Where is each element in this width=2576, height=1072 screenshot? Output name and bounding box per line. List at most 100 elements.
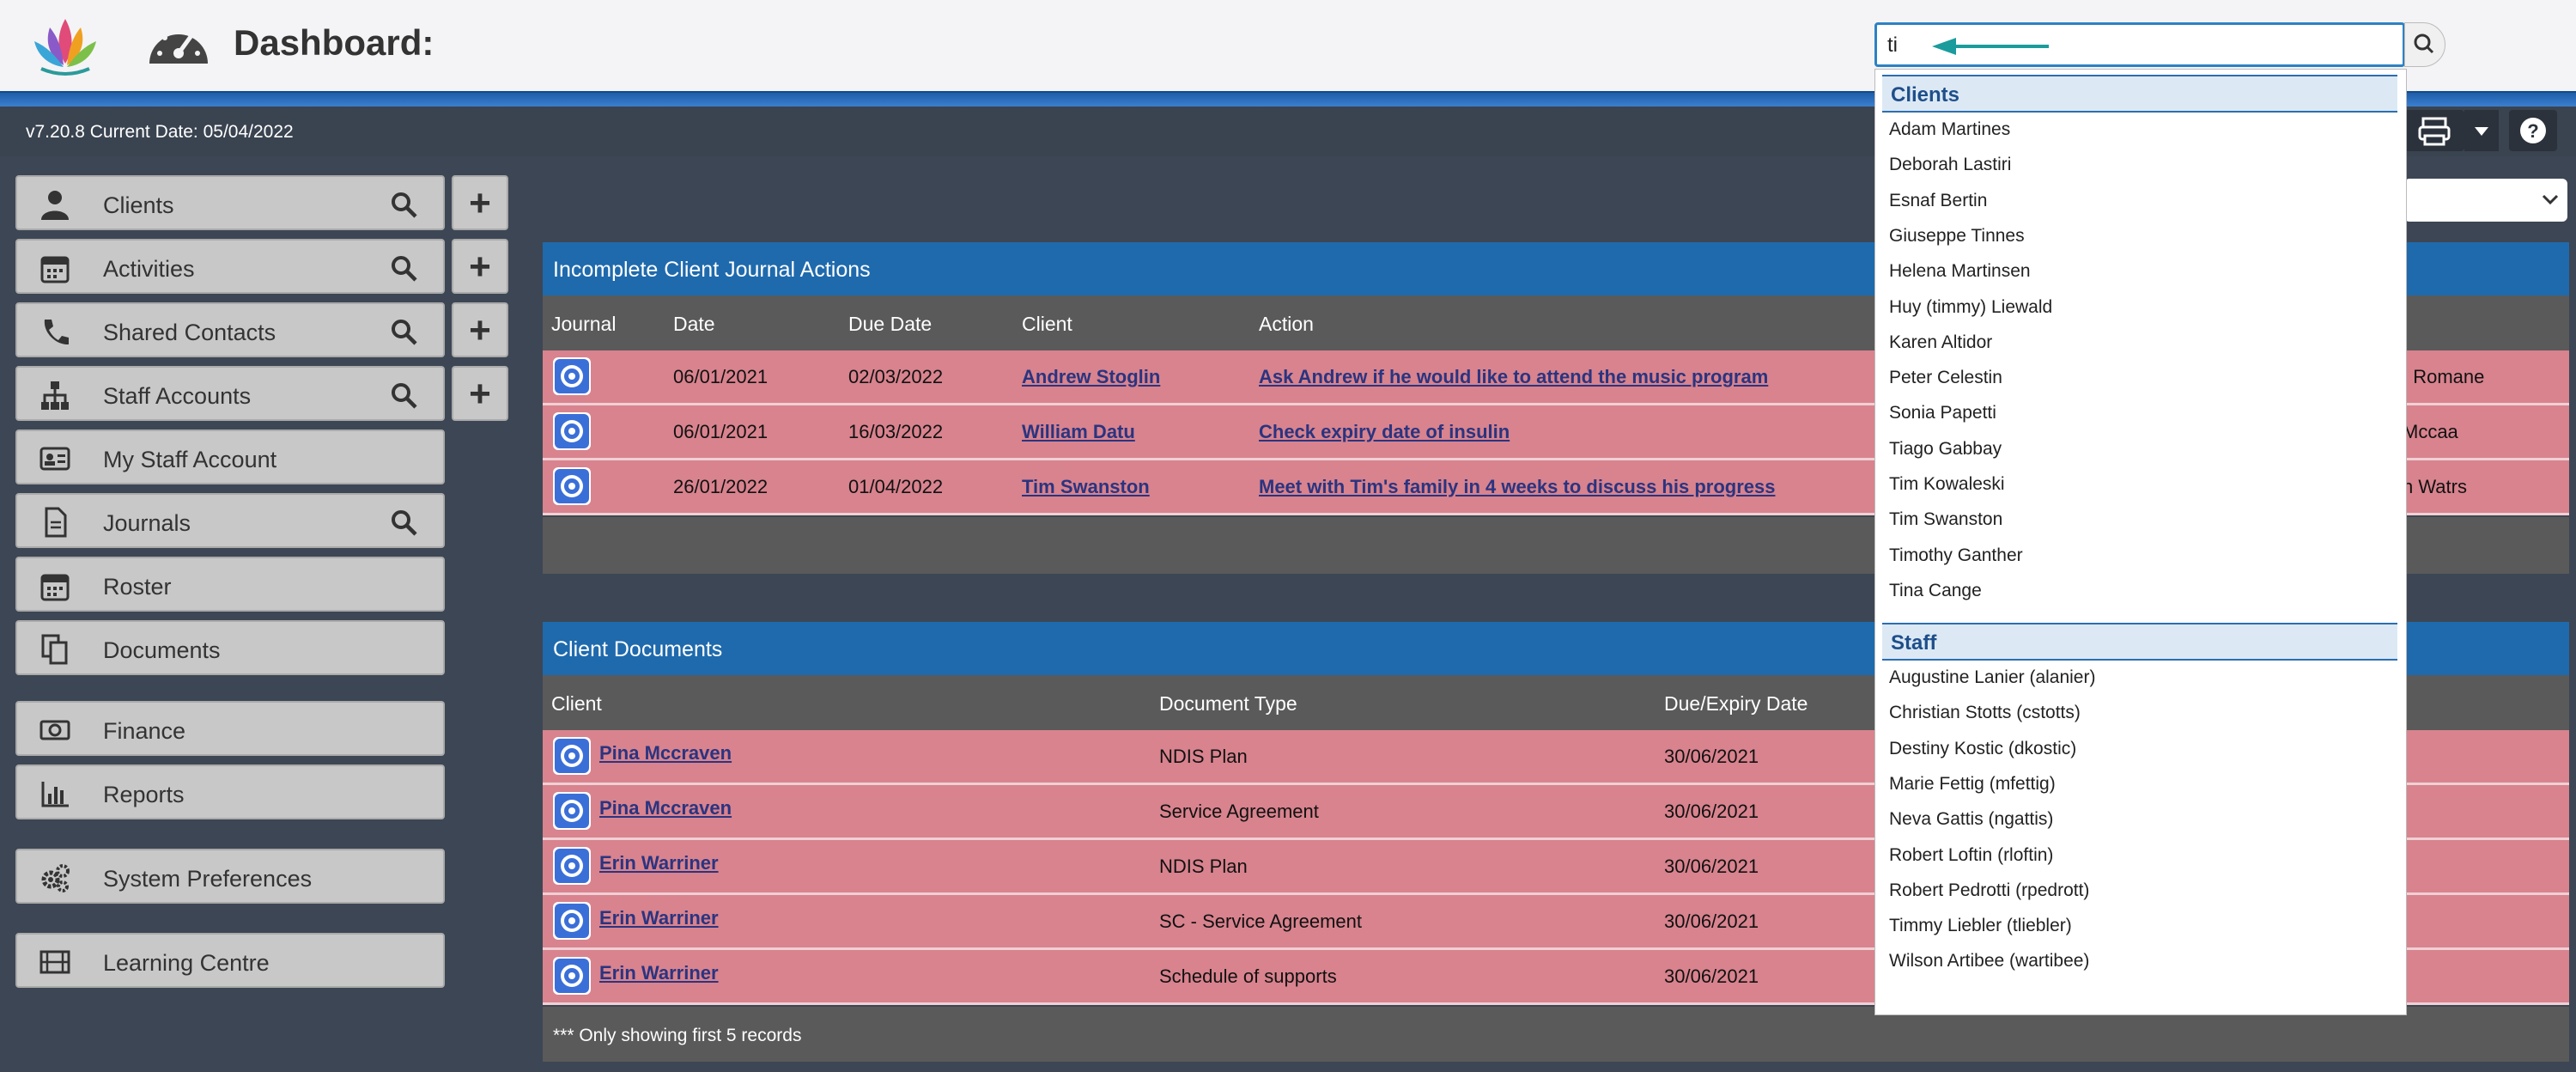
- client-result-item[interactable]: Tim Kowaleski: [1889, 474, 2005, 494]
- staff-result-item[interactable]: Destiny Kostic (dkostic): [1889, 738, 2077, 758]
- action-link[interactable]: Ask Andrew if he would like to attend th…: [1259, 366, 1769, 387]
- column-header: Client: [551, 692, 602, 715]
- due-date-cell: 16/03/2022: [848, 421, 944, 442]
- bar-chart-icon: [41, 782, 69, 807]
- svg-text:?: ?: [2527, 120, 2538, 142]
- client-result-item[interactable]: Tim Swanston: [1889, 509, 2003, 530]
- staff-result-item[interactable]: Christian Stotts (cstotts): [1889, 703, 2081, 723]
- records-note: *** Only showing first 5 records: [553, 1026, 802, 1045]
- search-icon[interactable]: [388, 316, 419, 347]
- view-journal-icon[interactable]: [553, 467, 591, 505]
- expiry-date-cell: 30/06/2021: [1664, 746, 1759, 767]
- document-icon: [45, 507, 67, 538]
- plus-icon: +: [469, 309, 491, 351]
- search-button[interactable]: [2404, 22, 2445, 67]
- sidebar-item-staff-accounts[interactable]: Staff Accounts: [15, 366, 445, 421]
- client-result-item[interactable]: Huy (timmy) Liewald: [1889, 296, 2053, 317]
- view-journal-icon[interactable]: [553, 357, 591, 395]
- staff-result-item[interactable]: Robert Pedrotti (rpedrott): [1889, 880, 2090, 900]
- client-result-item[interactable]: Tina Cange: [1889, 580, 1982, 600]
- client-link[interactable]: Tim Swanston: [1022, 476, 1150, 497]
- filter-select[interactable]: [2404, 179, 2567, 222]
- lotus-logo-icon: [34, 19, 96, 76]
- client-link[interactable]: Erin Warriner: [599, 852, 719, 874]
- client-link[interactable]: Pina Mccraven: [599, 742, 732, 764]
- action-link[interactable]: Meet with Tim's family in 4 weeks to dis…: [1259, 476, 1776, 497]
- view-document-icon[interactable]: [553, 847, 591, 885]
- staff-result-item[interactable]: Augustine Lanier (alanier): [1889, 667, 2096, 687]
- phone-icon: [44, 320, 69, 345]
- add-activities-button[interactable]: +: [452, 239, 508, 294]
- client-result-item[interactable]: Giuseppe Tinnes: [1889, 225, 2025, 246]
- sidebar-item-clients[interactable]: Clients: [15, 175, 445, 230]
- sidebar-item-learning-centre[interactable]: Learning Centre: [15, 933, 445, 988]
- sidebar-item-label: Roster: [103, 574, 172, 600]
- client-link[interactable]: Erin Warriner: [599, 962, 719, 984]
- search-icon[interactable]: [388, 380, 419, 411]
- sidebar-item-reports[interactable]: Reports: [15, 764, 445, 819]
- calendar-icon: [40, 256, 70, 283]
- column-header: Date: [673, 313, 715, 335]
- assigned-staff-cell: . Romane: [2403, 366, 2485, 387]
- document-type-cell: NDIS Plan: [1159, 856, 1248, 877]
- sidebar-item-documents[interactable]: Documents: [15, 620, 445, 675]
- documents-panel-footer: *** Only showing first 5 records: [543, 1007, 2569, 1062]
- view-journal-icon[interactable]: [553, 412, 591, 450]
- due-date-cell: 02/03/2022: [848, 366, 944, 387]
- client-result-item[interactable]: Sonia Papetti: [1889, 403, 1996, 423]
- help-icon: ?: [2520, 118, 2546, 143]
- sidebar-item-system-preferences[interactable]: System Preferences: [15, 849, 445, 904]
- add-staff-accounts-button[interactable]: +: [452, 366, 508, 421]
- plus-icon: +: [469, 373, 491, 415]
- client-result-item[interactable]: Karen Altidor: [1889, 332, 1993, 352]
- page-title: Dashboard:: [234, 22, 434, 63]
- sidebar-item-journals[interactable]: Journals: [15, 493, 445, 548]
- client-result-item[interactable]: Peter Celestin: [1889, 368, 2002, 388]
- client-result-item[interactable]: Esnaf Bertin: [1889, 190, 1988, 210]
- add-clients-button[interactable]: +: [452, 175, 508, 230]
- staff-result-item[interactable]: Neva Gattis (ngattis): [1889, 809, 2054, 830]
- view-document-icon[interactable]: [553, 957, 591, 995]
- action-link[interactable]: Check expiry date of insulin: [1259, 421, 1510, 442]
- sidebar-item-finance[interactable]: Finance: [15, 701, 445, 756]
- sidebar-item-roster[interactable]: Roster: [15, 557, 445, 612]
- search-icon[interactable]: [388, 507, 419, 538]
- chevron-down-icon: [2542, 194, 2559, 205]
- print-options-button[interactable]: [2464, 110, 2499, 151]
- print-button[interactable]: [2404, 110, 2464, 151]
- add-shared-contacts-button[interactable]: +: [452, 302, 508, 357]
- column-header: Client: [1022, 313, 1072, 335]
- client-link[interactable]: Erin Warriner: [599, 907, 719, 929]
- client-link[interactable]: Pina Mccraven: [599, 797, 732, 819]
- client-link[interactable]: William Datu: [1022, 421, 1135, 442]
- search-results-dropdown: Clients Adam Martines Deborah Lastiri Esna…: [1874, 69, 2407, 1015]
- staff-result-item[interactable]: Timmy Liebler (tliebler): [1889, 916, 2072, 936]
- sidebar-item-shared-contacts[interactable]: Shared Contacts: [15, 302, 445, 357]
- staff-result-item[interactable]: Marie Fettig (mfettig): [1889, 773, 2056, 794]
- sidebar-item-activities[interactable]: Activities: [15, 239, 445, 294]
- sidebar-item-label: Learning Centre: [103, 950, 270, 976]
- sidebar-item-my-staff-account[interactable]: My Staff Account: [15, 429, 445, 484]
- expiry-date-cell: 30/06/2021: [1664, 911, 1759, 932]
- staff-result-item[interactable]: Wilson Artibee (wartibee): [1889, 951, 2090, 971]
- plus-icon: +: [469, 246, 491, 288]
- document-type-cell: Service Agreement: [1159, 801, 1319, 822]
- column-header: Document Type: [1159, 692, 1297, 715]
- client-result-item[interactable]: Adam Martines: [1889, 119, 2011, 139]
- view-document-icon[interactable]: [553, 902, 591, 940]
- documents-panel-title: Client Documents: [553, 637, 723, 661]
- view-document-icon[interactable]: [553, 737, 591, 775]
- client-result-item[interactable]: Timothy Ganther: [1889, 545, 2023, 565]
- assigned-staff-cell: Mccaa: [2403, 421, 2458, 442]
- view-document-icon[interactable]: [553, 792, 591, 830]
- sidebar-item-label: Activities: [103, 256, 195, 282]
- client-result-item[interactable]: Tiago Gabbay: [1889, 438, 2002, 459]
- help-button[interactable]: ?: [2509, 110, 2557, 151]
- client-result-item[interactable]: Deborah Lastiri: [1889, 155, 2012, 175]
- staff-result-item[interactable]: Robert Loftin (rloftin): [1889, 844, 2054, 865]
- due-date-cell: 01/04/2022: [848, 476, 944, 497]
- search-icon[interactable]: [388, 253, 419, 283]
- search-icon[interactable]: [388, 189, 419, 220]
- client-result-item[interactable]: Helena Martinsen: [1889, 261, 2031, 282]
- client-link[interactable]: Andrew Stoglin: [1022, 366, 1161, 387]
